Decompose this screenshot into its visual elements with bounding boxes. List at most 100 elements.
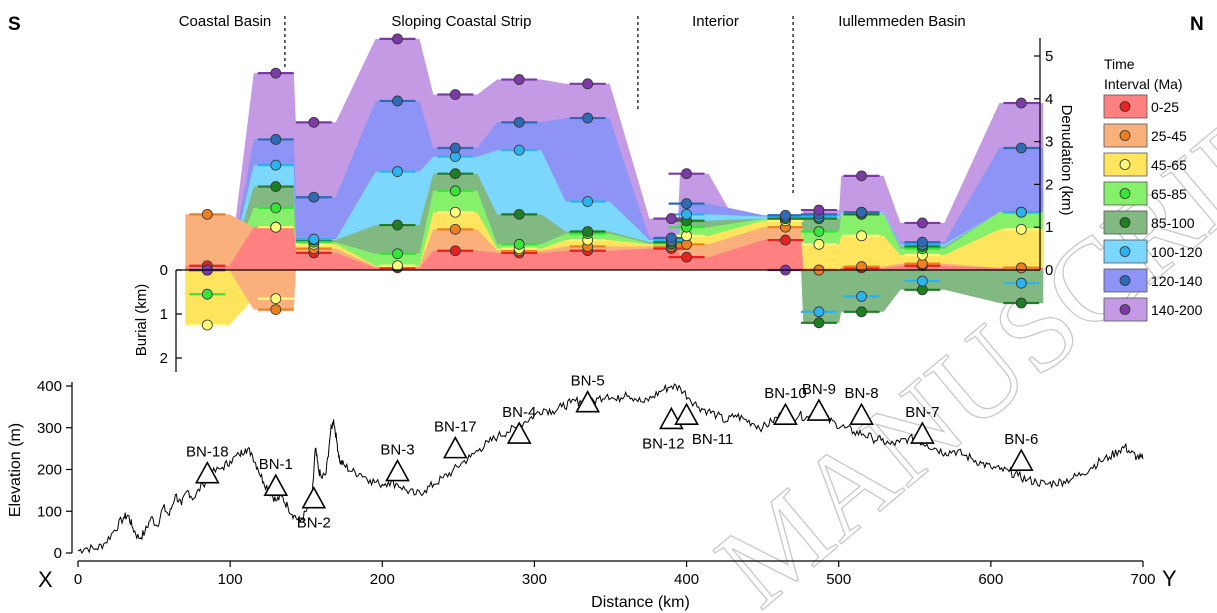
sample-point-140-200: [665, 213, 677, 225]
sample-point-100-120: [813, 306, 825, 318]
elevation-tick-label: 0: [54, 545, 62, 562]
profile-axes: 0 100 200 300 400 500 600 700 0 100 200 300 400 Dista…: [7, 378, 1156, 611]
legend-title: Time: [1104, 56, 1135, 72]
sample-point-100-120: [1015, 206, 1027, 218]
sample-point-140-200: [308, 116, 320, 128]
sample-point-45-65: [392, 260, 403, 272]
sample-label: BN-18: [186, 444, 229, 461]
sample-point-45-65: [1015, 223, 1027, 235]
sample-point-85-100: [856, 306, 867, 318]
triangle-icon: [806, 398, 832, 421]
sample-label: BN-4: [502, 404, 536, 421]
region-label-iullemmeden-basin: Iullemmeden Basin: [838, 13, 966, 30]
sample-point-100-120: [270, 159, 282, 171]
sample-marker-bn-12: BN-12: [642, 406, 685, 452]
sample-point-65-85: [449, 185, 461, 197]
sample-marker-bn-9: BN-9: [802, 381, 836, 421]
sample-point-100-120: [582, 196, 594, 207]
distance-tick-label: 200: [370, 571, 395, 588]
profile-end-label: Y: [1162, 566, 1177, 591]
legend-marker: [1119, 304, 1131, 315]
sample-point-85-100: [270, 181, 282, 192]
exhumation-chart: Coastal Basin Sloping Coastal Strip Interi…: [133, 13, 1075, 372]
legend-label-0-25: 0-25: [1151, 99, 1179, 115]
sample-point-65-85: [513, 238, 525, 250]
sample-label: BN-17: [434, 419, 477, 436]
sample-label: BN-1: [259, 456, 293, 473]
sample-label: BN-11: [692, 431, 733, 448]
sample-point-65-85: [813, 226, 825, 237]
sample-label: BN-9: [802, 381, 836, 398]
legend-label-65-85: 65-85: [1151, 186, 1187, 202]
sample-point-120-140: [449, 142, 461, 154]
sample-point-45-65: [270, 221, 282, 233]
sample-point-140-200: [449, 89, 461, 100]
sample-point-100-120: [856, 290, 867, 302]
sample-point-120-140: [308, 191, 320, 203]
triangle-icon: [849, 402, 874, 426]
sample-marker-bn-11: BN-11: [674, 402, 733, 448]
sample-points: [201, 33, 1027, 331]
sample-point-45-65: [813, 238, 825, 250]
triangle-icon: [1008, 448, 1034, 471]
sample-point-25-45: [856, 261, 867, 272]
legend-label-140-200: 140-200: [1151, 302, 1203, 318]
sample-point-120-140: [665, 232, 677, 244]
sample-marker-bn-8: BN-8: [844, 385, 879, 426]
sample-point-85-100: [392, 219, 403, 231]
sample-point-65-85: [392, 248, 403, 260]
legend-marker: [1119, 217, 1131, 228]
sample-point-85-100: [582, 226, 594, 237]
elevation-tick-label: 200: [37, 462, 62, 479]
denudation-tick-label: 1: [1045, 219, 1053, 236]
sample-point-65-85: [201, 288, 213, 300]
sample-point-100-120: [1015, 277, 1027, 289]
sample-point-120-140: [1015, 142, 1027, 154]
distance-tick-label: 500: [826, 571, 851, 588]
sample-point-120-140: [392, 95, 403, 107]
sample-point-25-45: [1015, 262, 1027, 274]
sample-point-140-200: [582, 78, 594, 90]
triangle-icon: [194, 461, 220, 484]
sample-point-45-65: [449, 206, 461, 218]
sample-point-100-120: [308, 233, 320, 245]
sample-label: BN-7: [905, 404, 939, 421]
sample-point-120-140: [582, 112, 594, 124]
sample-label: BN-5: [571, 373, 605, 390]
sample-marker-bn-6: BN-6: [1004, 431, 1038, 471]
sample-point-100-120: [513, 144, 525, 156]
sample-markers: BN-18 BN-1 BN-2 BN-3 BN-17 BN-4 BN-5 BN-12 BN-11…: [186, 373, 1038, 532]
sample-point-140-200: [856, 170, 867, 182]
legend-title: Interval (Ma): [1104, 76, 1183, 92]
elevation-tick-label: 400: [37, 378, 62, 395]
distance-axis-title: Distance (km): [591, 594, 690, 611]
sample-label: BN-10: [764, 385, 807, 402]
denudation-tick-label: 2: [1045, 176, 1053, 193]
denudation-tick-label: 0: [1045, 262, 1053, 279]
sample-label: BN-2: [297, 515, 331, 532]
denudation-axis-title: Denudation (km): [1058, 105, 1075, 216]
sample-point-120-140: [780, 209, 791, 221]
sample-point-25-45: [449, 223, 461, 235]
sample-point-140-200: [916, 217, 928, 229]
sample-point-0-25: [449, 245, 461, 257]
sample-marker-bn-2: BN-2: [297, 486, 331, 532]
legend-marker: [1119, 188, 1131, 199]
sample-point-65-85: [270, 202, 282, 214]
sample-point-100-120: [681, 208, 692, 220]
sample-marker-bn-3: BN-3: [380, 442, 415, 482]
triangle-icon: [301, 486, 327, 509]
sample-marker-bn-17: BN-17: [434, 419, 477, 459]
sample-marker-bn-18: BN-18: [186, 444, 229, 484]
sample-point-100-120: [916, 275, 928, 287]
sample-marker-bn-5: BN-5: [571, 373, 605, 413]
profile: [77, 383, 1144, 555]
sample-point-140-200: [813, 204, 825, 216]
triangle-icon: [385, 458, 410, 482]
sample-point-140-200: [392, 33, 403, 45]
legend-marker: [1119, 246, 1131, 257]
burial-band-85-100: [185, 270, 1044, 323]
sample-marker-bn-7: BN-7: [905, 404, 939, 444]
elevation-profile-line: [77, 383, 1144, 555]
triangle-icon: [910, 421, 935, 444]
